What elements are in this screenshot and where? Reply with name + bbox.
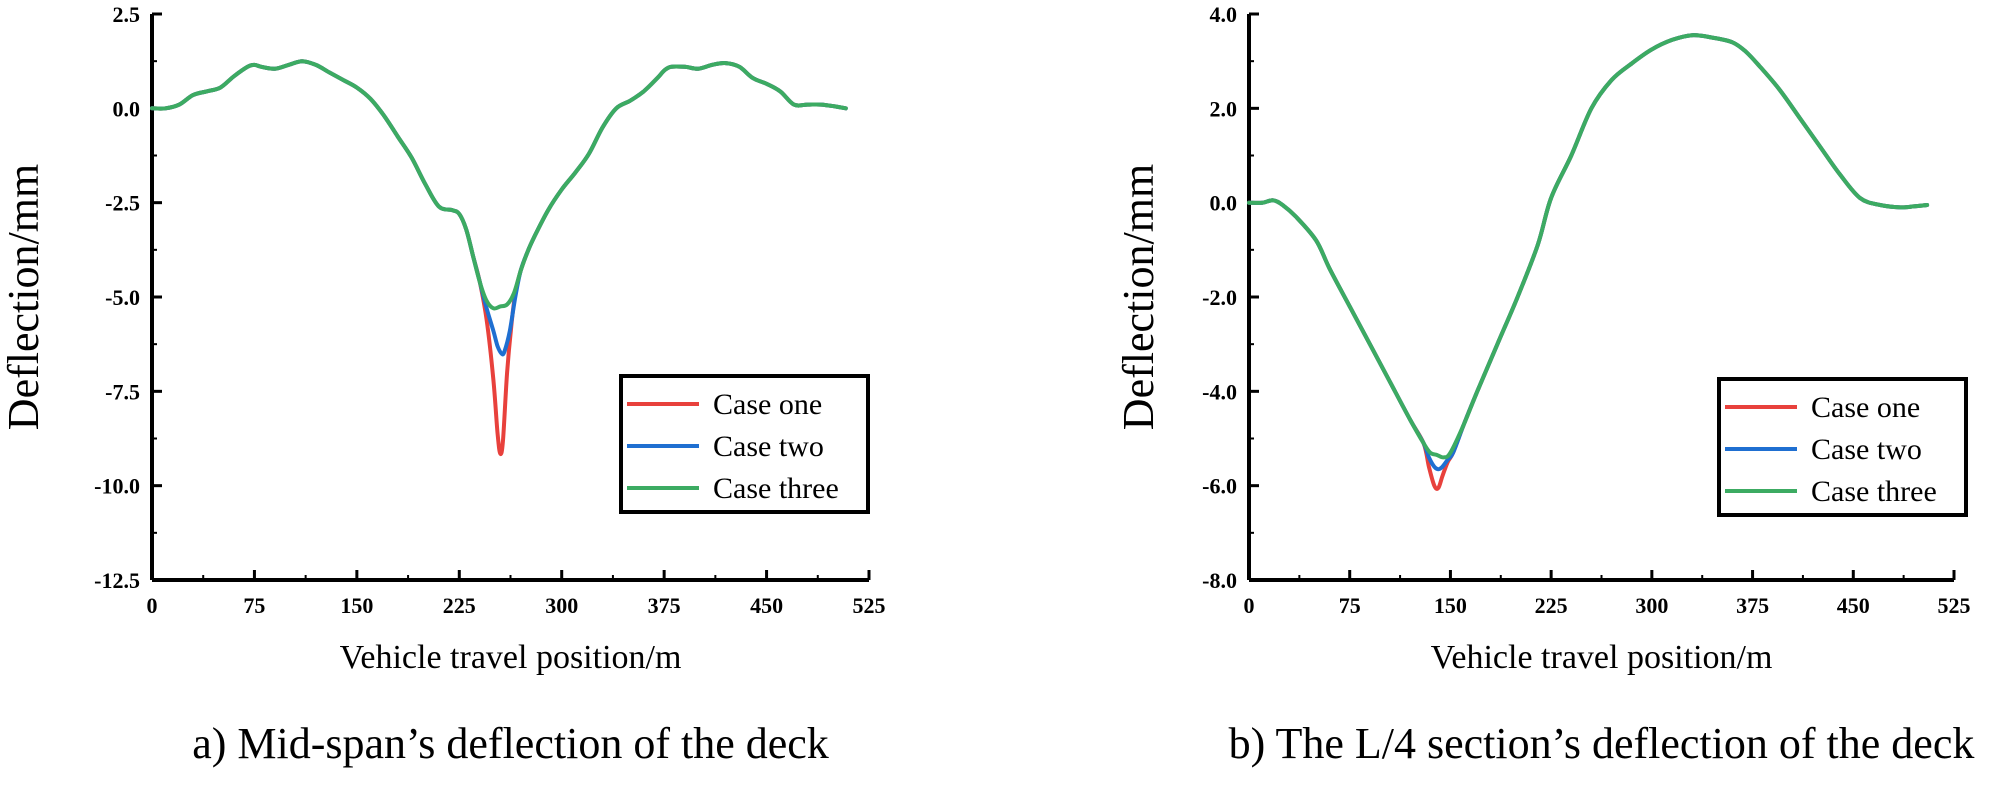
legend-label-case-three: Case three [1811,475,1937,508]
x-tick-label: 525 [1938,593,1971,618]
x-tick-label: 300 [1635,593,1668,618]
chart-b: 0 75 150 225 300 375 450 525 4.0 2.0 0.0 -2.0 -4.0 -6… [1114,2,1974,768]
y-tick-label: -10.0 [94,474,140,499]
x-tick-label: 375 [648,593,681,618]
legend-label-case-three: Case three [713,472,839,505]
x-tick-label: 0 [1244,593,1255,618]
y-tick-label: 0.0 [1210,191,1238,216]
y-tick-label: -7.5 [105,379,140,404]
y-tick-label: -2.0 [1202,285,1237,310]
x-tick-label: 75 [243,593,265,618]
x-tick-label: 450 [1837,593,1870,618]
y-tick-label: -8.0 [1202,568,1237,593]
series-line-case-two [150,59,848,357]
x-tick-label: 150 [340,593,373,618]
y-axis-label: Deflection/mm [1114,164,1163,430]
x-tick-label: 225 [443,593,476,618]
x-tick-label: 150 [1434,593,1467,618]
series-line-case-three [1247,33,1930,460]
y-tick-label: -6.0 [1202,474,1237,499]
legend-label-case-one: Case one [713,388,822,421]
x-tick-label: 450 [750,593,783,618]
legend-label-case-two: Case two [713,430,824,463]
x-axis-label: Vehicle travel position/m [1431,639,1773,676]
legend-label-case-two: Case two [1811,433,1922,466]
x-tick-label: 0 [147,593,158,618]
y-tick-label: -4.0 [1202,379,1237,404]
x-axis-label: Vehicle travel position/m [340,639,682,676]
chart-caption: b) The L/4 section’s deflection of the d… [1229,719,1975,768]
y-tick-label: -12.5 [94,568,140,593]
x-tick-label: 225 [1535,593,1568,618]
y-axis-label: Deflection/mm [0,164,48,430]
y-tick-label: 2.5 [113,2,141,27]
y-tick-label: 4.0 [1210,2,1238,27]
legend: Case one Case two Case three [619,374,870,514]
y-tick-label: 2.0 [1210,96,1238,121]
x-tick-label: 525 [853,593,886,618]
y-tick-label: -2.5 [105,191,140,216]
chart-a: 0 75 150 225 300 375 450 525 2.5 0.0 -2.5 -5.0 -7.5 -… [0,2,886,768]
chart-caption: a) Mid-span’s deflection of the deck [192,719,829,768]
y-tick-label: 0.0 [113,96,141,121]
x-tick-label: 375 [1736,593,1769,618]
x-tick-label: 300 [545,593,578,618]
legend-label-case-one: Case one [1811,391,1920,424]
x-tick-label: 75 [1339,593,1361,618]
y-tick-label: -5.0 [105,285,140,310]
series-line-case-three [150,59,848,311]
legend: Case one Case two Case three [1717,377,1968,517]
